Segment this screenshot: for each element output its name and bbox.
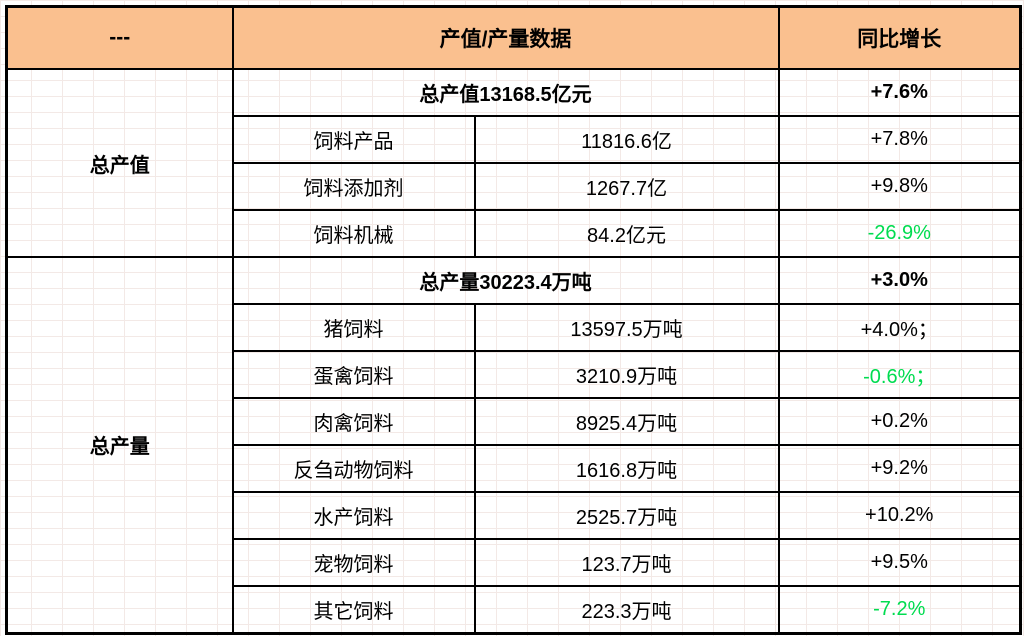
- table-row: 其它饲料 223.3万吨 -7.2%: [7, 585, 1022, 634]
- category-cell: 猪饲料: [231, 303, 476, 352]
- category-cell: 蛋禽饲料: [231, 350, 476, 399]
- table-row: 总产量 总产量30223.4万吨 +3.0%: [5, 256, 1022, 634]
- table-row: 饲料添加剂 1267.7亿 +9.8%: [7, 162, 1022, 211]
- category-cell: 饲料机械: [231, 209, 476, 258]
- growth-cell: +4.0%；: [777, 303, 1022, 352]
- growth-cell: +10.2%: [777, 491, 1022, 540]
- value-cell: 8925.4万吨: [473, 397, 780, 446]
- growth-cell: +3.0%: [777, 256, 1022, 305]
- value-cell: 223.3万吨: [473, 585, 780, 634]
- table-row: 饲料机械 84.2亿元 -26.9%: [7, 209, 1022, 258]
- growth-cell: +7.8%: [777, 115, 1022, 164]
- category-cell: 饲料产品: [231, 115, 476, 164]
- value-cell: 11816.6亿: [473, 115, 780, 164]
- section-label-output-value: 总产值: [5, 68, 234, 258]
- section-label-output-volume: 总产量: [5, 256, 234, 634]
- value-cell: 2525.7万吨: [473, 491, 780, 540]
- summary-cell: 总产量30223.4万吨: [231, 256, 780, 305]
- value-cell: 84.2亿元: [473, 209, 780, 258]
- table-row: 蛋禽饲料 3210.9万吨 -0.6%；: [7, 350, 1022, 399]
- production-data-table: --- 产值/产量数据 同比增长 总产值 总产值13168.5亿元 +7.6% …: [5, 5, 1022, 635]
- value-cell: 3210.9万吨: [473, 350, 780, 399]
- header-cell-growth: 同比增长: [777, 5, 1022, 70]
- category-cell: 肉禽饲料: [231, 397, 476, 446]
- category-cell: 宠物饲料: [231, 538, 476, 587]
- header-cell-data: 产值/产量数据: [231, 5, 780, 70]
- table-row: 反刍动物饲料 1616.8万吨 +9.2%: [7, 444, 1022, 493]
- growth-cell: -7.2%: [777, 585, 1022, 634]
- growth-cell: +9.5%: [777, 538, 1022, 587]
- table-row: 饲料产品 11816.6亿 +7.8%: [7, 115, 1022, 164]
- table-row: 宠物饲料 123.7万吨 +9.5%: [7, 538, 1022, 587]
- header-row: --- 产值/产量数据 同比增长: [5, 5, 1022, 70]
- value-cell: 1616.8万吨: [473, 444, 780, 493]
- growth-cell: -0.6%；: [777, 350, 1022, 399]
- value-cell: 13597.5万吨: [473, 303, 780, 352]
- category-cell: 饲料添加剂: [231, 162, 476, 211]
- growth-cell: +9.8%: [777, 162, 1022, 211]
- header-cell-placeholder: ---: [5, 5, 234, 70]
- growth-cell: +0.2%: [777, 397, 1022, 446]
- summary-cell: 总产值13168.5亿元: [231, 68, 780, 117]
- table-row: 猪饲料 13597.5万吨 +4.0%；: [7, 303, 1022, 352]
- growth-cell: -26.9%: [777, 209, 1022, 258]
- table-row: 水产饲料 2525.7万吨 +10.2%: [7, 491, 1022, 540]
- value-cell: 123.7万吨: [473, 538, 780, 587]
- value-cell: 1267.7亿: [473, 162, 780, 211]
- table-row: 肉禽饲料 8925.4万吨 +0.2%: [7, 397, 1022, 446]
- category-cell: 反刍动物饲料: [231, 444, 476, 493]
- category-cell: 水产饲料: [231, 491, 476, 540]
- category-cell: 其它饲料: [231, 585, 476, 634]
- growth-cell: +7.6%: [777, 68, 1022, 117]
- table-row: 总产值 总产值13168.5亿元 +7.6%: [5, 68, 1022, 258]
- growth-cell: +9.2%: [777, 444, 1022, 493]
